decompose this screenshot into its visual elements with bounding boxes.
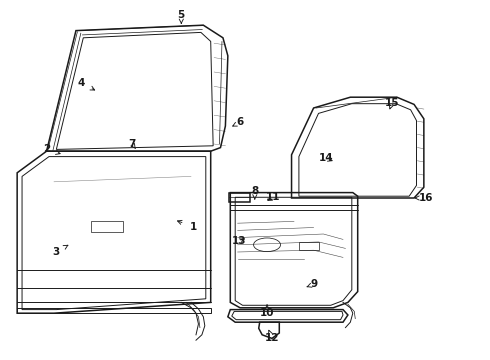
Text: 15: 15 <box>385 98 399 109</box>
Bar <box>299 242 318 250</box>
Text: 12: 12 <box>265 330 279 343</box>
Text: 7: 7 <box>128 139 136 149</box>
Text: 2: 2 <box>43 144 60 154</box>
Text: 11: 11 <box>266 192 281 202</box>
Text: 6: 6 <box>233 117 244 127</box>
Bar <box>91 221 122 232</box>
Text: 14: 14 <box>318 153 333 163</box>
Text: 8: 8 <box>251 186 258 199</box>
Text: 5: 5 <box>178 10 185 23</box>
Text: 1: 1 <box>177 220 197 232</box>
Text: 3: 3 <box>53 245 68 257</box>
Text: 16: 16 <box>415 193 434 203</box>
Text: 4: 4 <box>77 78 95 90</box>
Text: 13: 13 <box>232 236 246 246</box>
Text: 10: 10 <box>260 305 274 318</box>
Text: 9: 9 <box>307 279 317 289</box>
